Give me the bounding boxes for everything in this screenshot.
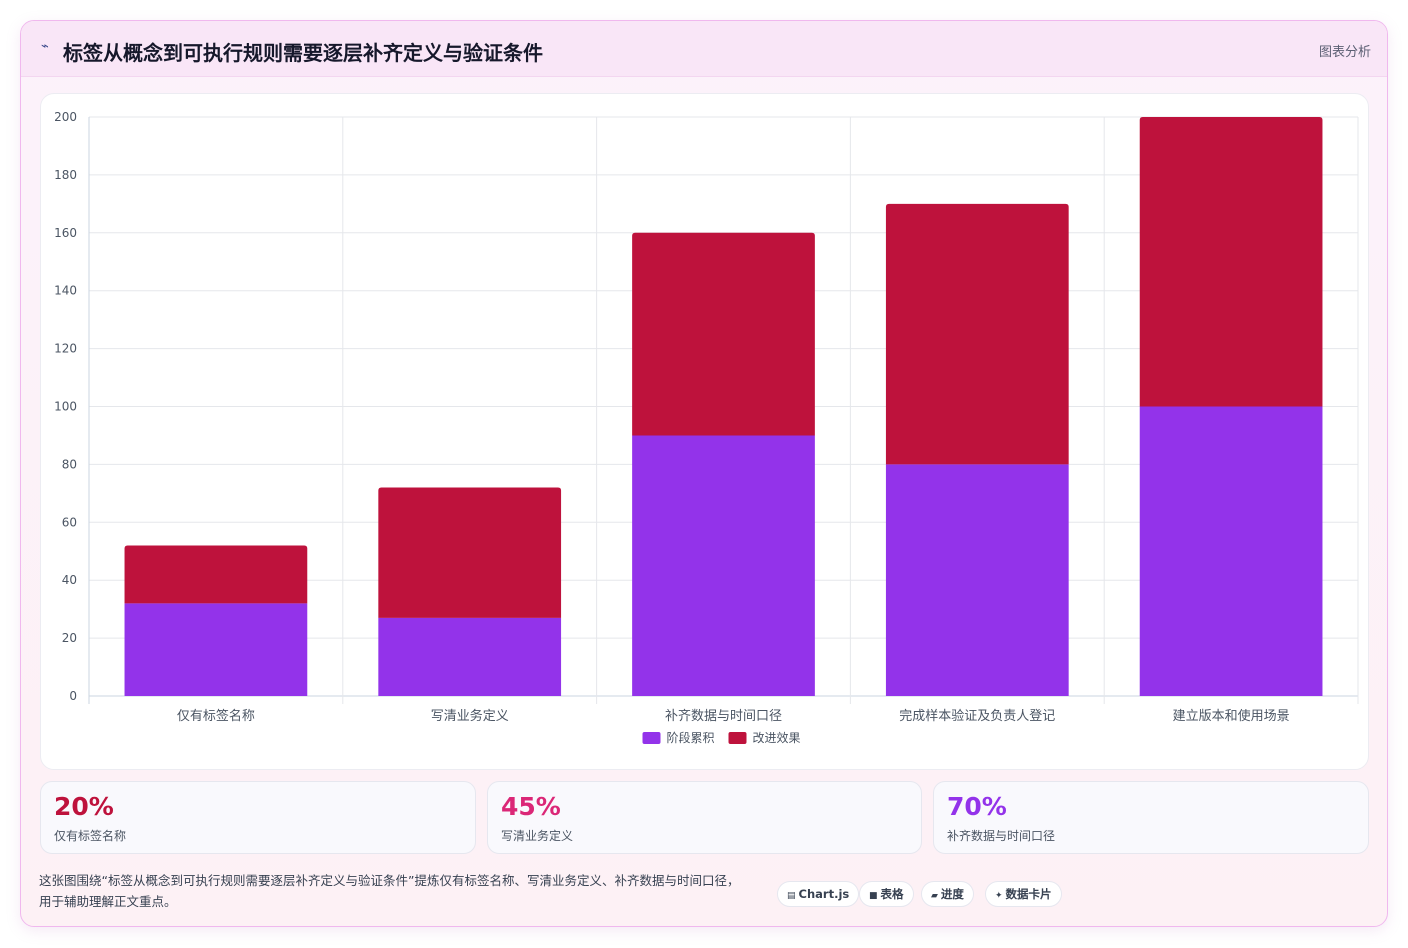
stat-card-3: 70% 补齐数据与时间口径 <box>933 781 1369 854</box>
sparkle-icon: ✦ <box>995 891 1003 901</box>
card-header: ⌁ 标签从概念到可执行规则需要逐层补齐定义与验证条件 图表分析 <box>21 21 1387 77</box>
card-tag: 图表分析 <box>1318 45 1371 60</box>
chip-data-card[interactable]: ✦ 数据卡片 <box>985 881 1062 907</box>
chart-icon: ▤ <box>787 891 796 901</box>
y-tick-label: 80 <box>62 457 77 471</box>
table-icon: ■ <box>869 891 878 901</box>
chip-label: 进度 <box>940 887 964 901</box>
bar-segment <box>124 545 308 604</box>
x-tick-label: 补齐数据与时间口径 <box>665 708 782 724</box>
y-tick-label: 160 <box>54 226 77 240</box>
y-tick-label: 60 <box>62 515 77 529</box>
bar-segment <box>632 435 815 696</box>
x-tick-label: 完成样本验证及负责人登记 <box>899 708 1055 724</box>
y-tick-label: 40 <box>62 573 77 587</box>
x-tick-label: 仅有标签名称 <box>177 708 255 724</box>
y-tick-label: 20 <box>62 631 77 645</box>
bar-segment <box>632 232 815 436</box>
card-title: 标签从概念到可执行规则需要逐层补齐定义与验证条件 <box>63 41 543 65</box>
legend-label: 改进效果 <box>753 730 801 745</box>
stat-label: 仅有标签名称 <box>54 829 127 843</box>
bar-segment <box>885 203 1069 465</box>
stat-value: 20% <box>54 792 114 821</box>
stat-card-1: 20% 仅有标签名称 <box>40 781 476 854</box>
chip-table[interactable]: ■ 表格 <box>859 881 914 907</box>
bar-segment <box>124 603 308 696</box>
stat-value: 70% <box>947 792 1007 821</box>
chip-label: Chart.js <box>798 887 850 901</box>
y-tick-label: 200 <box>54 110 77 124</box>
bar-segment <box>378 487 562 618</box>
y-tick-label: 120 <box>54 342 77 356</box>
bar-segment <box>1139 117 1323 407</box>
chart-panel: 0 20 40 60 80 100 120 140 160 180 200 仅有标签名称 写清业务定义 补… <box>40 93 1369 770</box>
y-tick-label: 0 <box>69 689 77 703</box>
x-tick-label: 写清业务定义 <box>431 708 509 724</box>
legend-swatch <box>642 732 661 744</box>
chip-progress[interactable]: ▰ 进度 <box>921 881 974 907</box>
x-tick-label: 建立版本和使用场景 <box>1173 708 1290 724</box>
stat-card-2: 45% 写清业务定义 <box>487 781 922 854</box>
stat-label: 补齐数据与时间口径 <box>947 829 1056 843</box>
chip-label: 数据卡片 <box>1005 887 1052 901</box>
y-tick-label: 180 <box>54 168 77 182</box>
legend-swatch <box>728 732 747 744</box>
stacked-bar-chart: 0 20 40 60 80 100 120 140 160 180 200 仅有标签名称 写清业务定义 补… <box>54 110 1359 745</box>
y-tick-label: 140 <box>54 284 77 298</box>
chart-card: ⌁ 标签从概念到可执行规则需要逐层补齐定义与验证条件 图表分析 0 20 40 60 8… <box>20 20 1388 927</box>
chart-line-icon: ⌁ <box>41 39 49 54</box>
legend-label: 阶段累积 <box>667 730 715 745</box>
stat-value: 45% <box>501 792 561 821</box>
bar-segment <box>378 617 562 696</box>
chart-caption: 这张图围绕“标签从概念到可执行规则需要逐层补齐定义与验证条件”提炼仅有标签名称、… <box>39 873 740 909</box>
bar-segment <box>885 464 1069 696</box>
bar-segment <box>1139 406 1323 696</box>
progress-icon: ▰ <box>931 891 938 901</box>
y-tick-label: 100 <box>54 400 77 414</box>
chip-label: 表格 <box>880 887 904 901</box>
chip-chartjs[interactable]: ▤ Chart.js <box>777 881 860 907</box>
stat-label: 写清业务定义 <box>501 829 574 843</box>
